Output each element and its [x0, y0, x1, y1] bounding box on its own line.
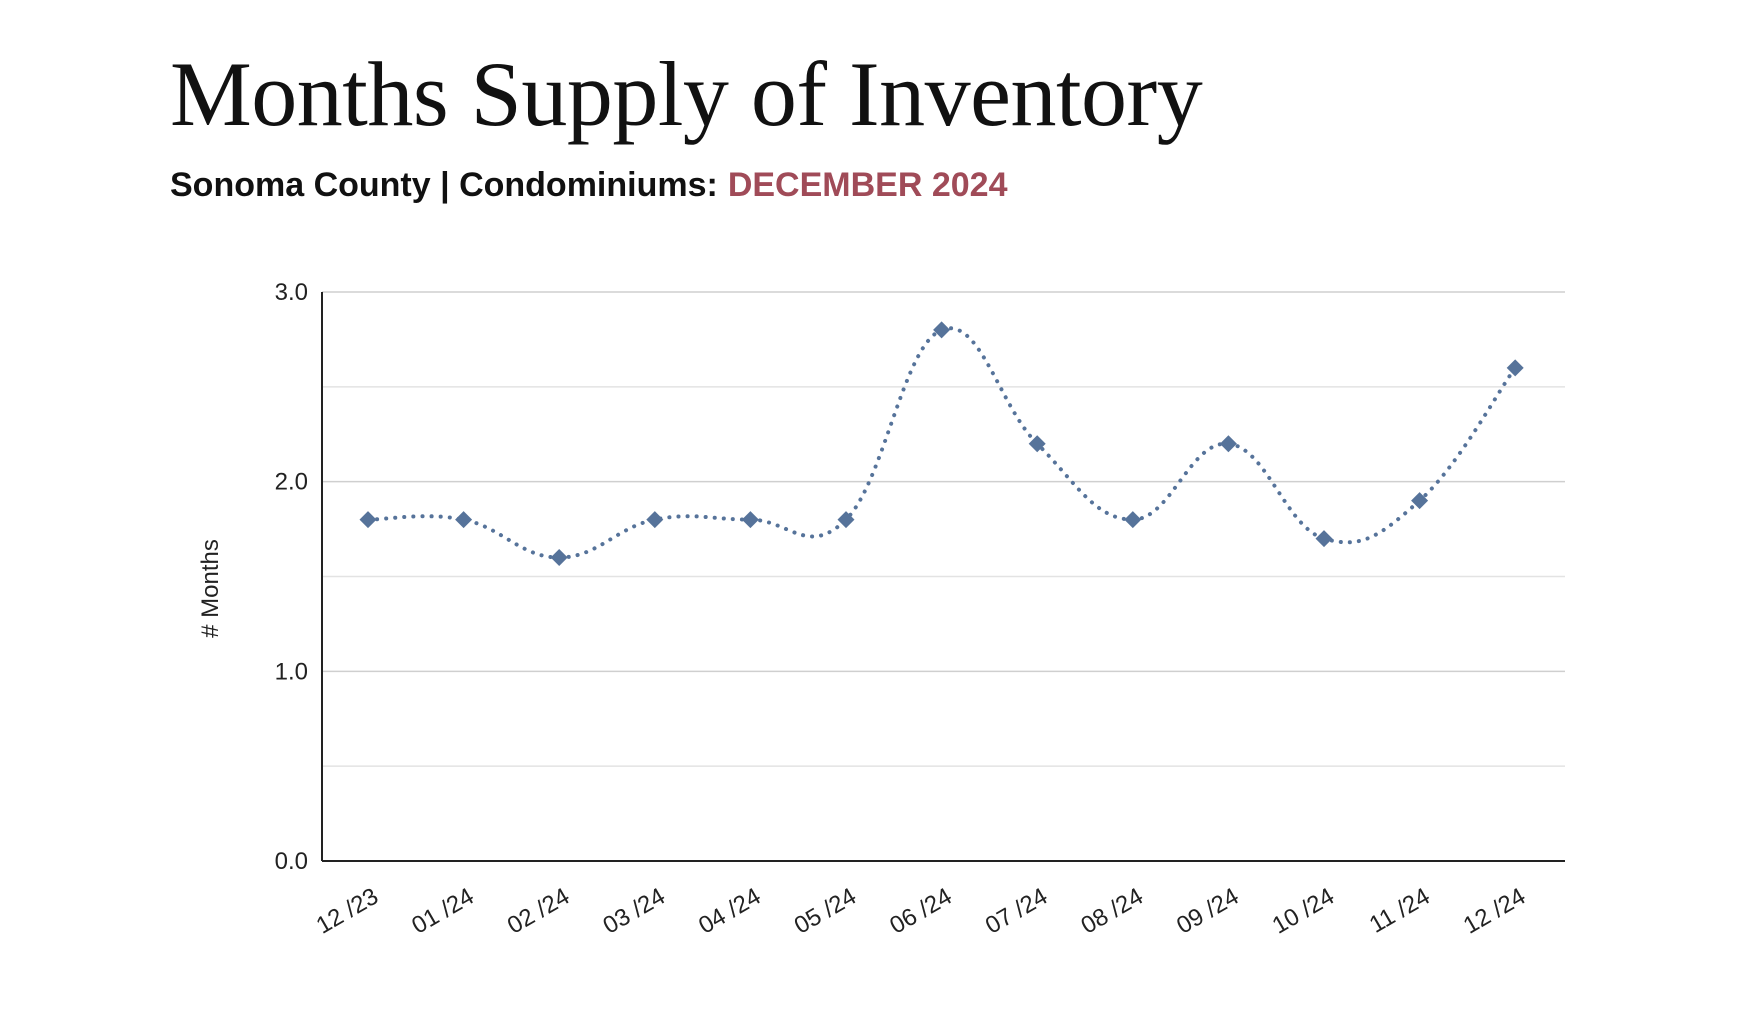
x-tick-label: 05 /24: [790, 883, 861, 940]
data-point-marker: [933, 321, 951, 339]
x-tick-label: 07 /24: [981, 883, 1052, 940]
series-markers: [359, 321, 1524, 567]
y-tick-label: 1.0: [275, 658, 308, 685]
data-point-marker: [1411, 492, 1429, 510]
x-tick-label: 01 /24: [407, 883, 478, 940]
x-tick-label: 11 /24: [1365, 883, 1435, 939]
data-point-marker: [646, 511, 664, 529]
data-point-marker: [455, 511, 473, 529]
data-point-marker: [1124, 511, 1142, 529]
data-point-marker: [550, 549, 568, 567]
data-point-marker: [1028, 435, 1046, 453]
chart-subtitle: Sonoma County | Condominiums: DECEMBER 20…: [170, 166, 1007, 205]
y-tick-label: 3.0: [275, 279, 308, 306]
data-point-marker: [1219, 435, 1237, 453]
x-tick-label: 10 /24: [1268, 883, 1339, 940]
x-tick-label: 12 /23: [312, 883, 383, 940]
data-point-marker: [741, 511, 759, 529]
subtitle-highlight: DECEMBER 2024: [727, 166, 1008, 204]
data-point-marker: [1506, 359, 1524, 377]
axes: [321, 292, 1565, 862]
x-tick-label: 06 /24: [885, 883, 956, 940]
grid-lines: [322, 291, 1565, 767]
x-tick-label: 04 /24: [694, 883, 765, 940]
data-point-marker: [1315, 530, 1333, 548]
x-tick-label: 12 /24: [1459, 883, 1530, 940]
y-tick-label: 2.0: [275, 469, 308, 496]
data-point-marker: [837, 511, 855, 529]
x-tick-label: 03 /24: [599, 883, 670, 940]
x-tick-label: 02 /24: [503, 883, 574, 940]
y-axis-title: # Months: [197, 539, 224, 638]
subtitle-prefix: Sonoma County | Condominiums:: [170, 166, 718, 204]
data-point-marker: [359, 511, 377, 529]
x-tick-label: 09 /24: [1172, 883, 1243, 940]
series-line: [366, 326, 1518, 560]
x-tick-label: 08 /24: [1077, 883, 1148, 940]
y-tick-labels: 0.0 1.0 2.0 3.0: [275, 279, 308, 875]
y-tick-label: 0.0: [275, 848, 308, 875]
series-line-path: [366, 326, 1518, 560]
x-tick-labels: 12 /23 01 /24 02 /24 03 /24 04 /24 05 /24 06 /…: [312, 883, 1530, 940]
chart-title: Months Supply of Inventory: [170, 43, 1203, 145]
